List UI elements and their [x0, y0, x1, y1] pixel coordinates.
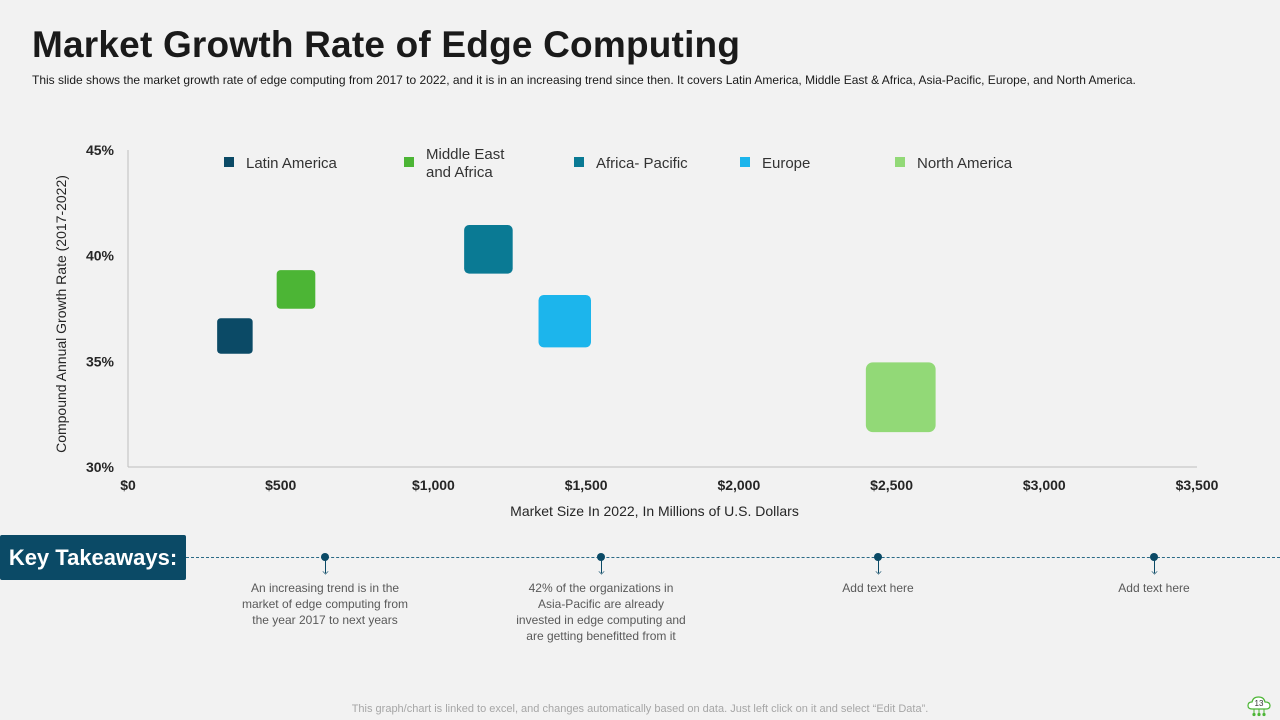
x-tick-label: $1,500 [565, 477, 608, 493]
legend-label: Latin America [246, 155, 338, 172]
legend-swatch [740, 157, 750, 167]
timeline-pin-icon [1150, 553, 1158, 575]
y-tick-label: 30% [86, 459, 115, 475]
data-point [464, 225, 513, 274]
timeline-pin-icon [874, 553, 882, 575]
footer-note: This graph/chart is linked to excel, and… [351, 703, 929, 715]
legend-label: Africa- Pacific [596, 155, 688, 172]
key-takeaways-label: Key Takeaways: [0, 535, 186, 580]
legend-label: and Africa [426, 164, 493, 181]
legend-label: Middle East [426, 146, 505, 163]
x-tick-label: $0 [120, 477, 136, 493]
timeline-pin-icon [321, 553, 329, 575]
legend-swatch [224, 157, 234, 167]
y-tick-label: 35% [86, 353, 115, 369]
data-point [217, 318, 253, 354]
x-tick-label: $3,000 [1023, 477, 1066, 493]
cloud-network-icon: 13 [1246, 694, 1272, 718]
legend-label: Europe [762, 155, 810, 172]
data-point [276, 270, 316, 309]
x-tick-label: $500 [265, 477, 296, 493]
x-tick-label: $3,500 [1176, 477, 1219, 493]
takeaway-text-1: An increasing trend is in the market of … [241, 581, 409, 627]
page-number: 13 [1254, 699, 1264, 708]
legend-swatch [895, 157, 905, 167]
takeaway-text-3: Add text here [842, 581, 914, 595]
x-tick-label: $1,000 [412, 477, 455, 493]
bubble-chart[interactable]: 30% 35% 40% 45% $0 $500 $1,000 $1,500 $2,000 $2,5… [0, 0, 1280, 530]
y-tick-label: 45% [86, 142, 115, 158]
takeaway-text-2: 42% of the organizations in Asia-Pacific… [516, 581, 686, 643]
y-axis-label: Compound Annual Growth Rate (2017-2022) [53, 175, 69, 453]
data-point [538, 294, 591, 348]
slide-title: Market Growth Rate of Edge Computing [32, 24, 741, 65]
data-point [865, 362, 936, 433]
x-axis-label: Market Size In 2022, In Millions of U.S.… [510, 503, 799, 519]
y-tick-label: 40% [86, 248, 115, 264]
x-tick-label: $2,500 [870, 477, 913, 493]
timeline-pin-icon [597, 553, 605, 575]
takeaway-text-4: Add text here [1118, 581, 1190, 595]
slide-subtitle: This slide shows the market growth rate … [32, 73, 1136, 87]
legend-swatch [404, 157, 414, 167]
takeaways-timeline [186, 557, 1280, 558]
x-tick-label: $2,000 [717, 477, 760, 493]
legend-swatch [574, 157, 584, 167]
legend-label: North America [917, 155, 1013, 172]
